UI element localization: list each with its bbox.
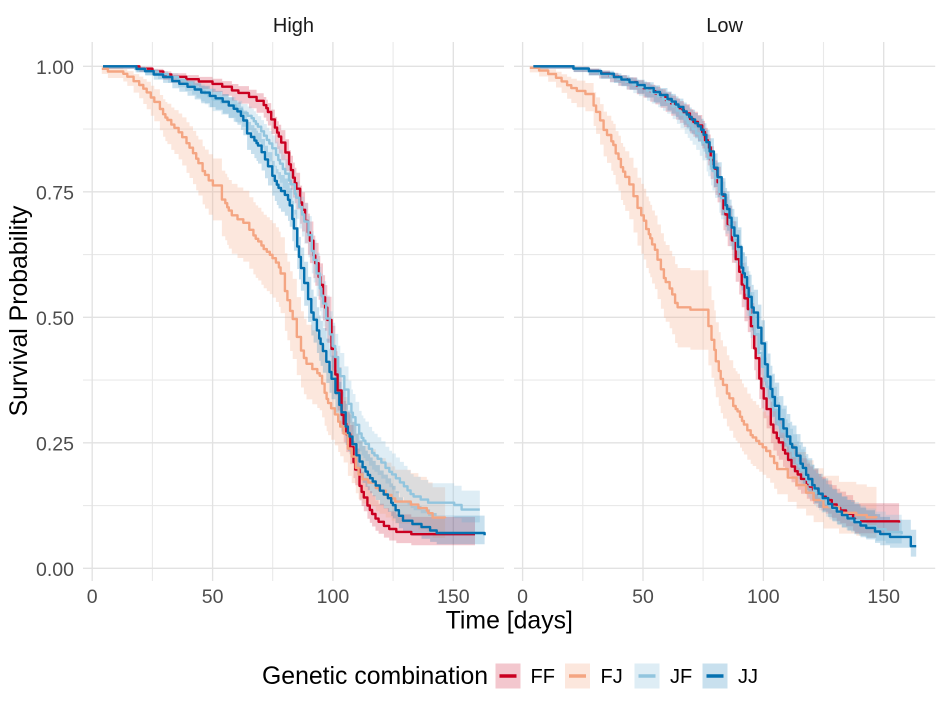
svg-text:Low: Low [706, 15, 743, 37]
svg-text:FJ: FJ [601, 666, 623, 688]
svg-text:0.50: 0.50 [36, 308, 74, 330]
svg-text:0: 0 [517, 586, 528, 608]
svg-text:1.00: 1.00 [36, 57, 74, 79]
svg-text:100: 100 [747, 586, 780, 608]
svg-text:0.00: 0.00 [36, 559, 74, 581]
svg-text:Genetic combination: Genetic combination [262, 663, 488, 690]
svg-text:Survival Probability: Survival Probability [6, 205, 33, 416]
svg-text:JJ: JJ [738, 666, 758, 688]
svg-text:150: 150 [437, 586, 470, 608]
svg-text:JF: JF [670, 666, 692, 688]
svg-text:100: 100 [317, 586, 350, 608]
svg-text:FF: FF [531, 666, 555, 688]
svg-text:0.25: 0.25 [36, 434, 74, 456]
svg-text:0.75: 0.75 [36, 183, 74, 205]
svg-text:150: 150 [867, 586, 900, 608]
svg-text:High: High [273, 15, 314, 37]
svg-text:0: 0 [87, 586, 98, 608]
svg-text:50: 50 [202, 586, 224, 608]
svg-text:Time [days]: Time [days] [446, 608, 573, 635]
svg-text:50: 50 [632, 586, 654, 608]
